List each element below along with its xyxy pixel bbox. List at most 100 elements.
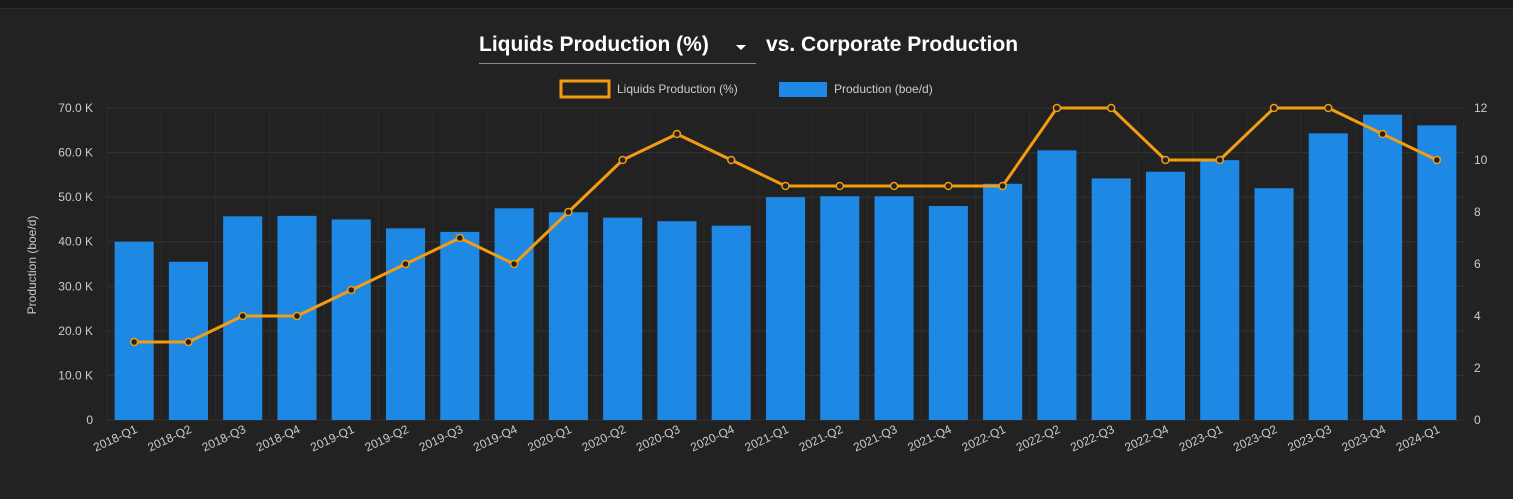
y2-tick-label: 12 <box>1474 101 1488 115</box>
x-tick-label: 2018-Q2 <box>145 422 194 455</box>
line-point <box>292 311 302 321</box>
line-point <box>1215 155 1224 165</box>
x-tick-label: 2024-Q1 <box>1394 422 1443 455</box>
bar <box>1417 125 1457 420</box>
line-point <box>726 155 736 165</box>
y2-tick-label: 0 <box>1474 413 1481 427</box>
line-point <box>889 181 899 191</box>
y-axis-title: Production (boe/d) <box>25 216 39 315</box>
bar <box>603 217 643 420</box>
x-tick-label: 2019-Q4 <box>471 422 520 455</box>
y2-tick-label: 8 <box>1474 205 1481 219</box>
y-axis-left: 0 10.0 K 20.0 K 30.0 K 40.0 K 50.0 K 60.0 K 70.… <box>58 101 93 427</box>
x-tick-label: 2020-Q3 <box>634 422 683 455</box>
line-point <box>1052 103 1062 113</box>
bar <box>114 241 154 420</box>
bar-series <box>114 114 1457 421</box>
bar <box>1200 160 1240 421</box>
y-tick-label: 40.0 K <box>58 235 93 249</box>
line-point <box>944 181 953 191</box>
y2-tick-label: 6 <box>1474 257 1481 271</box>
line-point <box>998 181 1007 191</box>
x-tick-label: 2021-Q3 <box>851 422 900 455</box>
legend-label-liquids[interactable]: Liquids Production (%) <box>617 82 738 96</box>
caret-down-icon <box>736 45 746 50</box>
bar <box>494 208 534 420</box>
x-tick-label: 2023-Q3 <box>1285 422 1334 455</box>
x-tick-label: 2019-Q1 <box>308 422 357 455</box>
bar <box>1091 178 1131 420</box>
line-point <box>1432 155 1442 165</box>
bar <box>1145 171 1186 420</box>
bar <box>548 212 588 420</box>
bar <box>331 219 371 420</box>
y-tick-label: 20.0 K <box>58 324 93 338</box>
x-tick-label: 2019-Q2 <box>363 422 412 455</box>
x-tick-label: 2018-Q4 <box>254 422 303 455</box>
bar <box>1363 114 1403 420</box>
y2-tick-label: 2 <box>1474 361 1481 375</box>
x-tick-label: 2020-Q1 <box>525 422 574 455</box>
line-point <box>238 311 247 321</box>
x-tick-label: 2020-Q2 <box>580 422 629 455</box>
line-point <box>347 285 356 295</box>
y-tick-label: 10.0 K <box>58 368 93 382</box>
line-point <box>184 337 193 347</box>
x-tick-label: 2021-Q1 <box>743 422 792 455</box>
x-tick-label: 2020-Q4 <box>688 422 737 455</box>
bar <box>820 196 860 420</box>
x-tick-label: 2021-Q2 <box>797 422 846 455</box>
x-tick-label: 2022-Q4 <box>1122 422 1171 455</box>
chart-title-row: Liquids Production (%) vs. Corporate Pro… <box>0 27 1513 67</box>
x-tick-label: 2018-Q1 <box>91 422 140 455</box>
line-point <box>618 155 627 165</box>
line-point <box>1161 155 1170 165</box>
bar <box>983 183 1023 420</box>
chart-title-suffix: vs. Corporate Production <box>766 33 1019 56</box>
x-tick-label: 2022-Q1 <box>960 422 1009 455</box>
line-point <box>509 259 519 269</box>
y2-tick-label: 10 <box>1474 153 1488 167</box>
bar <box>440 231 480 420</box>
y-tick-label: 0 <box>86 413 93 427</box>
x-axis: 2018-Q1 2018-Q2 2018-Q3 2018-Q4 2019-Q1 2019-… <box>91 422 1442 455</box>
bar <box>657 221 697 420</box>
line-point <box>781 181 790 191</box>
line-point <box>129 337 139 347</box>
legend-label-production[interactable]: Production (boe/d) <box>834 82 933 96</box>
x-tick-label: 2022-Q2 <box>1014 422 1063 455</box>
x-tick-label: 2018-Q3 <box>200 422 249 455</box>
bar <box>874 196 914 420</box>
line-point <box>564 207 573 217</box>
line-point <box>835 181 845 191</box>
x-tick-label: 2022-Q3 <box>1068 422 1117 455</box>
y-tick-label: 30.0 K <box>58 279 93 293</box>
bar <box>1037 150 1077 421</box>
y-tick-label: 50.0 K <box>58 190 93 204</box>
line-series <box>129 103 1442 347</box>
y-axis-right: 0 2 4 6 8 10 12 <box>1474 101 1488 427</box>
x-tick-label: 2023-Q2 <box>1231 422 1280 455</box>
x-tick-label: 2023-Q4 <box>1340 422 1389 455</box>
x-tick-label: 2023-Q1 <box>1177 422 1226 455</box>
legend: Liquids Production (%) Production (boe/d… <box>559 79 933 99</box>
legend-swatch-liquids[interactable] <box>559 79 611 99</box>
bar <box>1308 133 1348 421</box>
line-point <box>401 259 410 269</box>
line-point <box>1324 103 1333 113</box>
x-tick-label: 2021-Q4 <box>905 422 954 455</box>
x-tick-label: 2019-Q3 <box>417 422 466 455</box>
bar <box>765 197 806 420</box>
bar <box>1254 188 1294 420</box>
metric-select-label: Liquids Production (%) <box>479 33 709 56</box>
line-point <box>455 233 465 243</box>
legend-swatch-production[interactable] <box>779 82 827 97</box>
y-tick-label: 70.0 K <box>58 101 93 115</box>
bar <box>928 206 968 420</box>
line-point <box>1106 103 1116 113</box>
metric-select-dropdown[interactable]: Liquids Production (%) <box>479 27 756 64</box>
line-point <box>672 129 682 139</box>
y2-tick-label: 4 <box>1474 309 1481 323</box>
line-point <box>1378 129 1387 139</box>
